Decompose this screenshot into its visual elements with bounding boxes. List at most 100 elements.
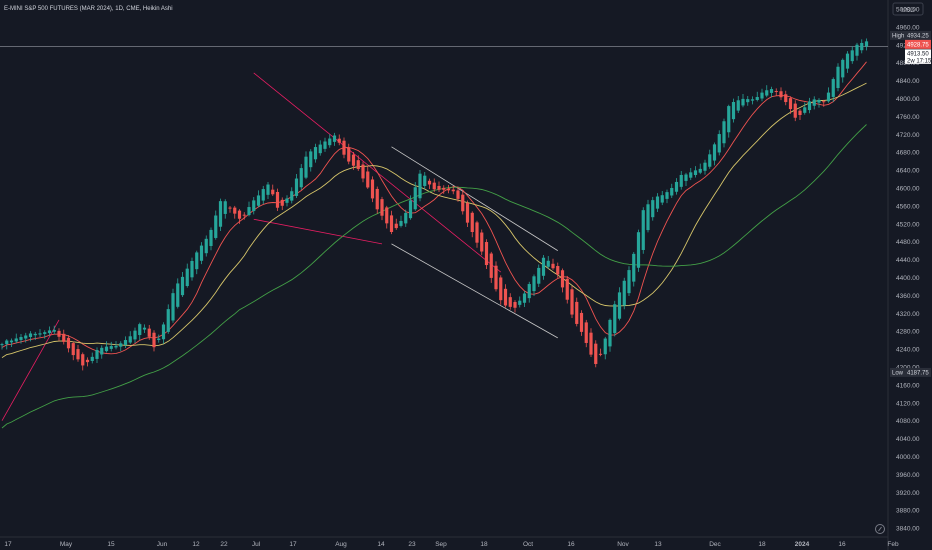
price-tick-label: 4160.00 bbox=[896, 382, 920, 389]
candle bbox=[537, 264, 541, 288]
candle bbox=[679, 171, 683, 190]
moving-average-line bbox=[1, 82, 867, 358]
low-tag: Low bbox=[892, 371, 904, 377]
time-tick-label: 18 bbox=[480, 541, 488, 548]
candle bbox=[123, 336, 128, 349]
candle bbox=[826, 87, 831, 103]
candle bbox=[114, 341, 118, 350]
candle bbox=[736, 96, 740, 114]
candle bbox=[413, 182, 417, 211]
candle bbox=[133, 327, 137, 344]
candle bbox=[442, 185, 446, 194]
currency-badge[interactable] bbox=[892, 2, 924, 16]
candle bbox=[66, 335, 71, 353]
time-tick-label: Nov bbox=[617, 541, 629, 548]
price-tick-label: 4120.00 bbox=[896, 400, 920, 407]
candle bbox=[461, 191, 465, 215]
currency-label: USD bbox=[901, 7, 915, 14]
candle bbox=[499, 275, 503, 305]
candle bbox=[28, 331, 33, 342]
candle bbox=[366, 166, 370, 189]
candle bbox=[793, 100, 797, 122]
candle bbox=[446, 185, 451, 194]
candle bbox=[845, 51, 850, 73]
candle bbox=[256, 190, 261, 208]
candle bbox=[242, 212, 246, 220]
price-tick-label: 4560.00 bbox=[896, 203, 920, 210]
candle bbox=[437, 181, 441, 192]
candle bbox=[864, 38, 869, 51]
candle bbox=[76, 344, 80, 362]
trendline[interactable] bbox=[253, 218, 383, 245]
candle bbox=[727, 104, 731, 138]
candle bbox=[546, 256, 550, 269]
candle bbox=[822, 99, 826, 107]
candle bbox=[104, 341, 109, 353]
candle bbox=[693, 166, 698, 178]
candle bbox=[47, 326, 52, 336]
candle bbox=[261, 185, 265, 205]
price-tick-label: 3880.00 bbox=[896, 508, 920, 515]
time-tick-label: 14 bbox=[377, 541, 385, 548]
trendline[interactable] bbox=[391, 146, 558, 251]
candle bbox=[484, 239, 489, 269]
candle bbox=[33, 331, 37, 341]
candle bbox=[309, 149, 313, 172]
time-tick-label: Jun bbox=[157, 541, 168, 548]
candle bbox=[0, 342, 4, 350]
candle bbox=[817, 98, 821, 108]
candle bbox=[119, 341, 123, 352]
time-axis[interactable]: 17 May 15 Jun 12 22 Jul 17 Aug 14 23 Sep 18 Oct 16 Nov 1… bbox=[4, 541, 899, 548]
candle bbox=[575, 297, 579, 327]
candle bbox=[551, 258, 555, 270]
candle bbox=[57, 328, 61, 341]
price-tick-label: 4040.00 bbox=[896, 436, 920, 443]
candle bbox=[508, 293, 512, 310]
extra-price-bg bbox=[905, 49, 931, 57]
candle bbox=[285, 195, 289, 207]
candle bbox=[204, 235, 208, 257]
time-tick-label: 23 bbox=[408, 541, 416, 548]
price-tick-label: 4680.00 bbox=[896, 150, 920, 157]
price-tick-label: 4760.00 bbox=[896, 114, 920, 121]
candle bbox=[332, 132, 337, 146]
candle bbox=[598, 348, 603, 357]
price-tick-label: 3840.00 bbox=[896, 526, 920, 533]
candle bbox=[565, 275, 569, 304]
candle bbox=[5, 339, 9, 350]
candle bbox=[85, 357, 90, 367]
candle bbox=[109, 341, 113, 352]
candle bbox=[404, 209, 408, 227]
candle bbox=[157, 334, 161, 343]
candle bbox=[670, 183, 674, 198]
candle bbox=[399, 215, 403, 228]
time-tick-label: 16 bbox=[838, 541, 846, 548]
candle bbox=[9, 338, 14, 348]
candle bbox=[836, 63, 840, 92]
moving-average-line bbox=[1, 61, 867, 355]
candle bbox=[247, 201, 251, 217]
low-value: 4187.75 bbox=[907, 371, 929, 377]
trendline[interactable] bbox=[1, 319, 60, 421]
candle bbox=[185, 263, 189, 288]
candle bbox=[218, 198, 223, 231]
candle bbox=[95, 347, 99, 363]
price-tick-label: 4600.00 bbox=[896, 185, 920, 192]
time-tick-label: Sep bbox=[435, 541, 447, 548]
settings-icon[interactable] bbox=[875, 524, 885, 534]
candle bbox=[689, 167, 693, 181]
candle bbox=[24, 332, 28, 343]
candle bbox=[313, 143, 318, 163]
candle bbox=[266, 181, 270, 200]
time-tick-label: 17 bbox=[4, 541, 12, 548]
trendline[interactable] bbox=[391, 243, 558, 339]
candle bbox=[323, 137, 327, 152]
candle bbox=[351, 152, 356, 170]
candle bbox=[750, 96, 755, 105]
candle bbox=[81, 352, 85, 371]
current-price-bg bbox=[905, 39, 931, 49]
extra-price-value: 4913.50 bbox=[907, 51, 929, 57]
candle bbox=[655, 193, 660, 213]
